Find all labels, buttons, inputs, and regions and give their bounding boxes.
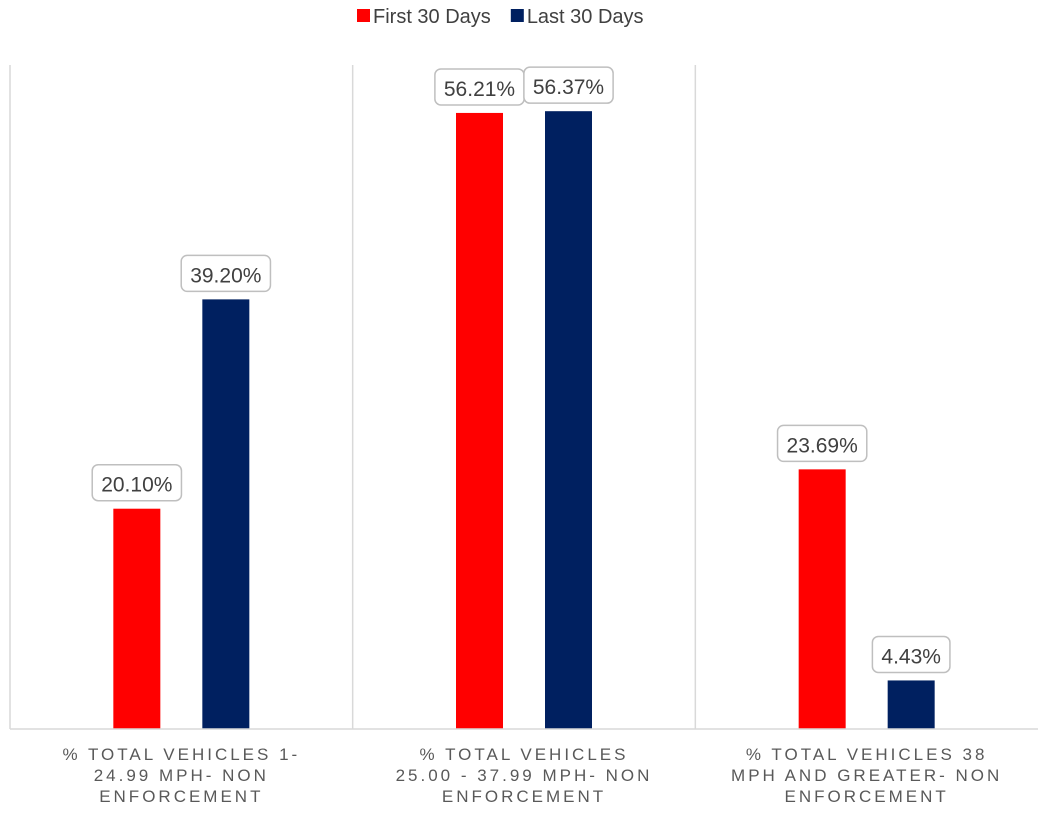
data-label-box [91,463,183,502]
data-label: 4.43% [871,635,951,674]
category-label: ENFORCEMENT [99,787,263,806]
data-label-text: 56.37% [533,76,604,99]
data-label-text: 4.43% [881,645,941,668]
category-dividers [9,65,697,729]
bar [202,299,250,729]
data-label-text: 23.69% [787,434,858,457]
bar [798,469,846,729]
category-label: ENFORCEMENT [442,787,606,806]
data-label: 20.10% [91,463,183,502]
category-label: 24.99 MPH- NON [94,766,269,785]
legend: First 30 Days Last 30 Days [357,6,644,28]
bar [456,112,503,729]
legend-label: Last 30 Days [527,6,644,28]
category-label: 25.00 - 37.99 MPH- NON [396,766,653,785]
data-label: 39.20% [180,254,272,293]
category-label: % TOTAL VEHICLES 38 [746,745,988,764]
data-labels: 20.10% 56.21% 23.69% 39.20% 56.37% 4.43% [91,66,951,674]
legend-swatch [510,9,524,22]
data-label-text: 39.20% [190,264,261,287]
data-label: 23.69% [776,424,868,463]
data-label-box [180,254,272,293]
data-label-text: 20.10% [101,474,172,497]
data-label-box [523,66,614,104]
data-label-text: 56.21% [444,78,515,101]
category-label: MPH AND GREATER- NON [731,766,1002,785]
data-label: 56.37% [523,66,614,104]
bar [545,111,592,729]
category-label: % TOTAL VEHICLES 1- [62,745,300,764]
legend-label: First 30 Days [373,6,491,28]
category-label: ENFORCEMENT [785,787,949,806]
data-label-box [776,424,868,463]
bar [887,680,935,729]
category-label: % TOTAL VEHICLES [420,745,629,764]
legend-swatch [357,9,370,22]
data-label: 56.21% [434,68,525,106]
category-labels: % TOTAL VEHICLES 1- 24.99 MPH- NON ENFORCE… [62,745,1002,806]
data-label-box [871,635,951,674]
bars [113,111,935,729]
bar [113,508,161,729]
